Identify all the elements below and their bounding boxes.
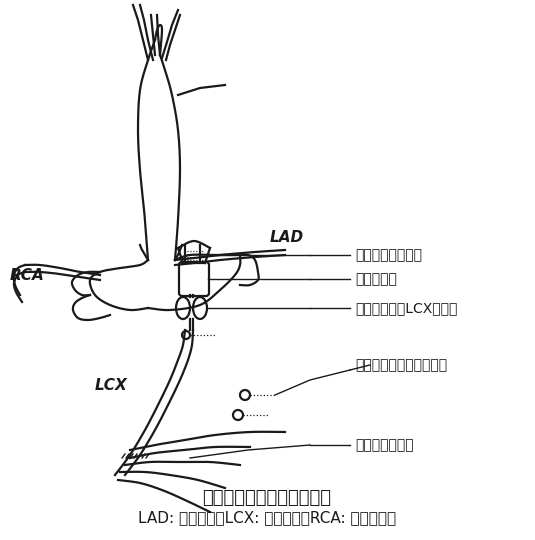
Text: LAD: 左前降支；LCX: 左回旋支；RCA: 右冠状动脉: LAD: 左前降支；LCX: 左回旋支；RCA: 右冠状动脉 xyxy=(138,510,396,525)
Text: 液压闭合器: 液压闭合器 xyxy=(355,272,397,286)
Text: 远端测压用导管: 远端测压用导管 xyxy=(355,438,414,452)
Text: LAD: LAD xyxy=(270,230,304,245)
Circle shape xyxy=(233,410,243,420)
Text: RCA: RCA xyxy=(10,267,45,282)
Text: 超声探测器（节段长度）: 超声探测器（节段长度） xyxy=(355,358,447,372)
Circle shape xyxy=(182,331,190,339)
Text: 液压闭合器模型制备示意图: 液压闭合器模型制备示意图 xyxy=(203,489,332,507)
FancyBboxPatch shape xyxy=(179,262,209,296)
Ellipse shape xyxy=(193,297,207,319)
Circle shape xyxy=(240,390,250,400)
Text: 超声血流速度探头: 超声血流速度探头 xyxy=(355,248,422,262)
Ellipse shape xyxy=(176,297,190,319)
Text: 超声探测器（LCX直径）: 超声探测器（LCX直径） xyxy=(355,301,457,315)
Text: LCX: LCX xyxy=(95,377,128,393)
